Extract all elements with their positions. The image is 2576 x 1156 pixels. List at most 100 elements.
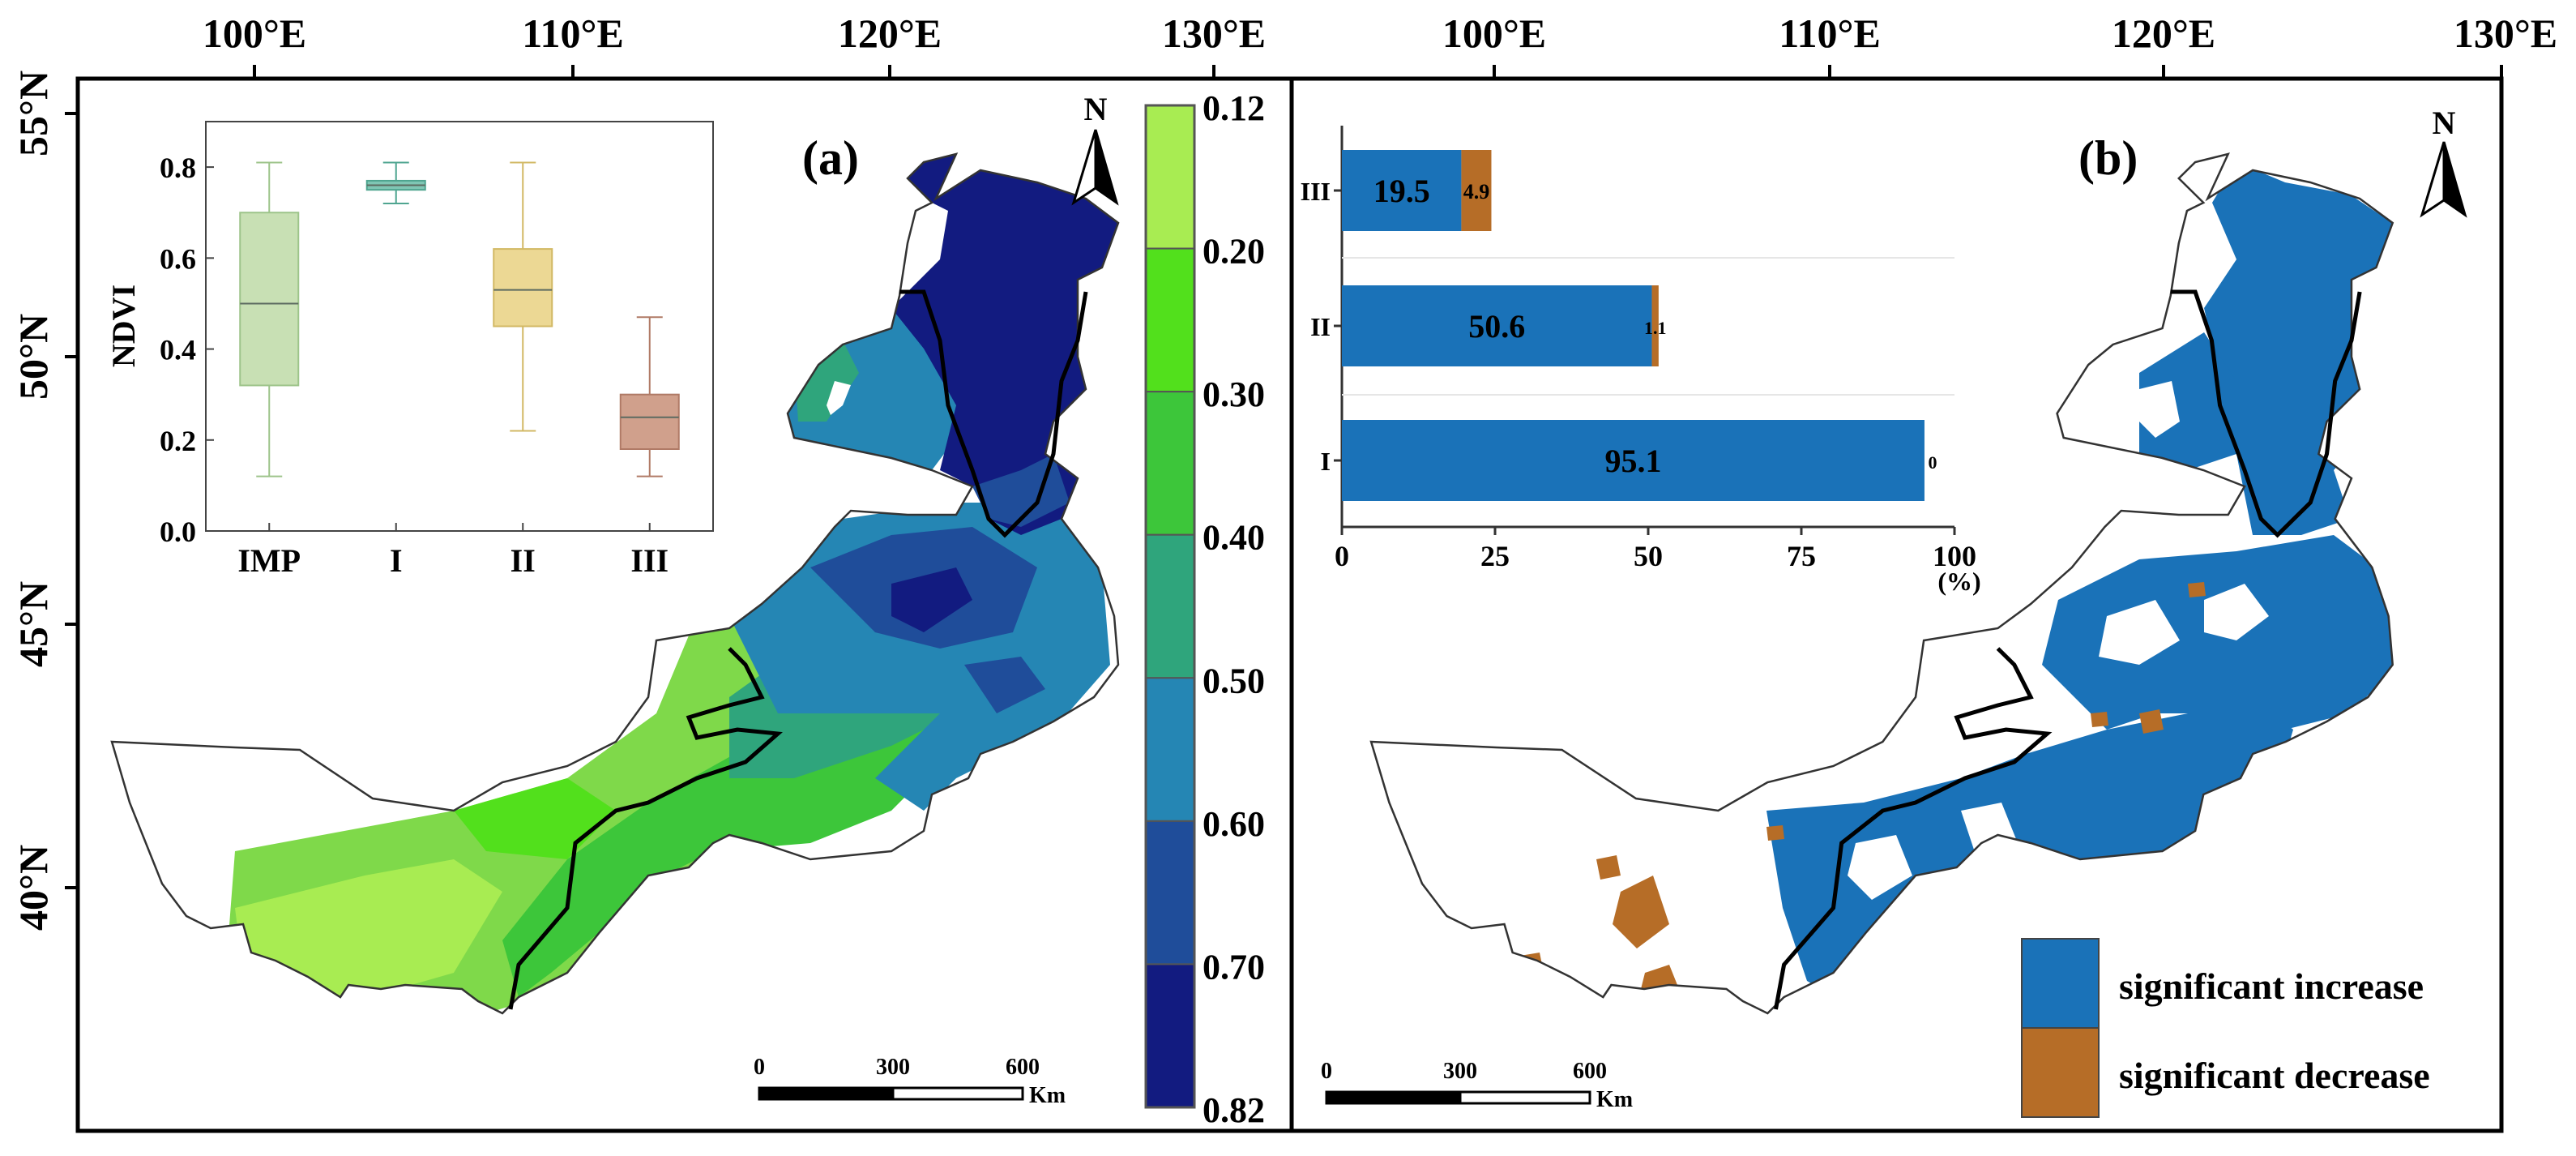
lon-label: 110°E: [522, 11, 624, 56]
region-boundaries-a: [508, 289, 1088, 1010]
inner-mongolia-outline-b: [1369, 152, 2394, 1015]
boxplot-ytick-label: 0.0: [160, 516, 196, 548]
colorbar-swatch: [1145, 391, 1195, 536]
boxplot-xtick-label: I: [390, 542, 403, 579]
boxplot-ytick-label: 0.4: [160, 334, 196, 366]
bar-xunit: (%): [1937, 567, 1980, 596]
panel-a-label: (a): [802, 131, 859, 185]
lon-labels-a: 100°E 110°E 120°E 130°E: [203, 11, 1266, 56]
boxplot-ytick-label: 0.6: [160, 242, 196, 275]
north-arrow-icon: N: [2420, 105, 2467, 218]
bar-marks: 19.5 4.9 50.6 1.1 95.1 0: [1342, 150, 1937, 501]
bar-xtick-label: 100: [1933, 540, 1976, 572]
colorbar-label: 0.12: [1203, 88, 1265, 128]
lon-label: 100°E: [1442, 11, 1546, 56]
scalebar-a: 0 300 600 Km: [754, 1055, 1066, 1108]
panel-b-label: (b): [2078, 131, 2138, 185]
colorbar: 0.12 0.20 0.30 0.40 0.50 0.60 0.70 0.82: [1144, 88, 1265, 1130]
lon-label: 120°E: [2112, 11, 2215, 56]
north-label: N: [1084, 91, 1108, 127]
colorbar-label: 0.70: [1203, 947, 1265, 987]
colorbar-swatch: [1145, 247, 1195, 393]
bar-value-label: 1.1: [1644, 318, 1667, 338]
bar-category-label: III: [1301, 177, 1331, 206]
lon-label: 120°E: [838, 11, 942, 56]
region-boundaries-b: [1773, 289, 2362, 1010]
boxplot-ytick-label: 0.2: [160, 425, 196, 457]
lon-label: 130°E: [2454, 11, 2557, 56]
scalebar-unit: Km: [1029, 1083, 1066, 1108]
box-body-III: [619, 393, 680, 450]
north-label: N: [2433, 105, 2456, 141]
boxplot-xticks: IMP I II III: [237, 523, 669, 579]
trend-map: [1369, 152, 2394, 1015]
bar-value-label: 4.9: [1463, 180, 1490, 203]
colorbar-label: 0.20: [1203, 232, 1265, 272]
lon-label: 110°E: [1779, 11, 1881, 56]
legend-swatch-decrease: [2021, 1027, 2100, 1118]
lat-label: 45°N: [11, 581, 56, 667]
bar-xtick-label: 0: [1335, 540, 1349, 572]
lat-labels: 55°N 50°N 45°N 40°N: [11, 71, 56, 931]
bar-segment-decrease: [1461, 150, 1492, 231]
box-body-II: [493, 248, 553, 328]
colorbar-label: 0.82: [1203, 1090, 1265, 1130]
colorbar-swatch: [1145, 533, 1195, 679]
north-arrow-icon: N: [1071, 91, 1119, 206]
bar-xtick-label: 75: [1787, 540, 1816, 572]
left-ticks: [65, 112, 78, 889]
bar-xticks: 0 25 50 75 100: [1335, 527, 1976, 572]
bar-segment-decrease: [1651, 285, 1659, 366]
boxplot-xtick-label: IMP: [237, 542, 301, 579]
lat-label: 55°N: [11, 71, 56, 156]
box-body-IMP: [239, 212, 300, 387]
lat-label: 40°N: [11, 845, 56, 931]
bar-value-label: 95.1: [1604, 443, 1661, 479]
bar-value-label: 0: [1928, 452, 1937, 473]
colorbar-label: 0.60: [1203, 804, 1265, 844]
boxplot-ytick-label: 0.8: [160, 152, 196, 184]
inner-mongolia-outline-a: [110, 152, 1120, 1015]
legend-label-increase: significant increase: [2119, 965, 2424, 1007]
scalebar-tick: 300: [1443, 1059, 1477, 1084]
bar-category-label: I: [1321, 447, 1331, 476]
colorbar-swatch: [1145, 963, 1195, 1109]
scalebar-tick: 0: [1321, 1059, 1332, 1084]
bar-segment-increase: [1342, 150, 1462, 231]
bar-segment-increase: [1342, 420, 1925, 501]
boxplot-xtick-label: III: [630, 542, 669, 579]
colorbar-swatch: [1145, 677, 1195, 822]
bar-xtick-label: 25: [1480, 540, 1510, 572]
trend-legend: significant increase significant decreas…: [2021, 938, 2430, 1118]
boxplot-yticks: 0.0 0.2 0.4 0.6 0.8: [160, 152, 214, 548]
bar-category-label: II: [1310, 312, 1331, 341]
boxplot-xtick-label: II: [511, 542, 536, 579]
colorbar-swatch: [1145, 820, 1195, 965]
lon-label: 100°E: [203, 11, 306, 56]
panel-b-frame: [1289, 76, 2504, 1133]
scalebar-tick: 0: [754, 1055, 765, 1080]
colorbar-label: 0.40: [1203, 518, 1265, 558]
boxplot-ylabel: NDVI: [105, 285, 142, 367]
legend-swatch-increase: [2021, 938, 2100, 1029]
scalebar-tick: 300: [876, 1055, 910, 1080]
lat-label: 50°N: [11, 314, 56, 400]
colorbar-swatch: [1145, 105, 1195, 250]
scalebar-tick: 600: [1573, 1059, 1607, 1084]
bar-segment-increase: [1342, 285, 1652, 366]
scalebar-tick: 600: [1006, 1055, 1040, 1080]
boxplot-marks: [239, 161, 680, 477]
colorbar-label: 0.50: [1203, 661, 1265, 700]
scalebar-unit: Km: [1596, 1087, 1633, 1112]
colorbar-label: 0.30: [1203, 375, 1265, 414]
legend-label-decrease: significant decrease: [2119, 1055, 2430, 1096]
bar-value-label: 19.5: [1373, 173, 1430, 209]
lon-labels-b: 100°E 110°E 120°E 130°E: [1442, 11, 2557, 56]
boxplot-inset: NDVI 0.00.20.40.60.8 IMP I II III: [105, 121, 714, 579]
scalebar-b: 0 300 600 Km: [1321, 1059, 1633, 1112]
lon-label: 130°E: [1162, 11, 1266, 56]
bar-value-label: 50.6: [1468, 308, 1525, 345]
